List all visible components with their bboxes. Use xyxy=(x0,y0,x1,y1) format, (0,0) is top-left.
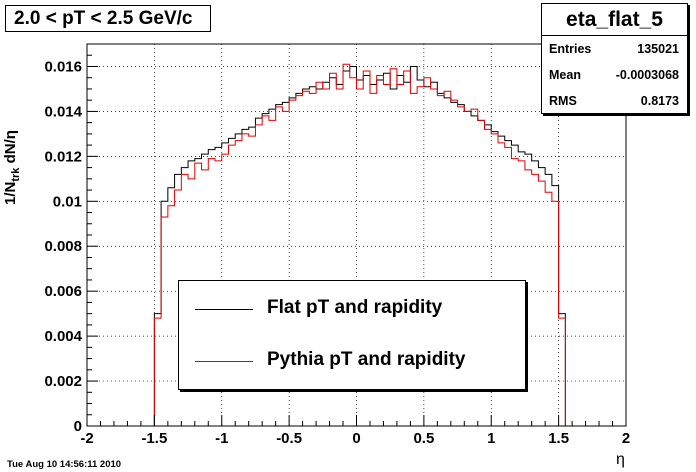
x-tick-label: 2 xyxy=(622,430,630,447)
y-tick-label: 0.006 xyxy=(44,283,82,300)
x-tick-label: -1 xyxy=(215,430,228,447)
series-line-1 xyxy=(153,63,566,426)
x-tick-label: 0 xyxy=(352,430,360,447)
stats-label: RMS xyxy=(549,94,577,108)
stats-row-mean: Mean -0.0003068 xyxy=(542,62,687,88)
timestamp: Tue Aug 10 14:56:11 2010 xyxy=(7,459,122,470)
legend-label: Flat pT and rapidity xyxy=(267,297,443,318)
stats-label: Mean xyxy=(549,68,581,82)
x-tick-label: 0.5 xyxy=(413,430,434,447)
y-tick-label: 0 xyxy=(74,418,82,435)
series-layer xyxy=(153,63,566,426)
y-tick-label: 0.014 xyxy=(44,103,82,120)
y-tick-label: 0.016 xyxy=(44,58,82,75)
legend-swatch xyxy=(195,361,253,362)
x-tick-label: -2 xyxy=(80,430,93,447)
y-tick-label: 0.002 xyxy=(44,373,82,390)
plot-title: 2.0 < pT < 2.5 GeV/c xyxy=(5,5,211,32)
stats-value: -0.0003068 xyxy=(615,68,679,82)
y-tick-label: 0.012 xyxy=(44,148,82,165)
x-tick-label: -1.5 xyxy=(141,430,167,447)
x-axis-label: η xyxy=(616,451,625,468)
y-tick-label: 0.004 xyxy=(44,328,82,345)
x-tick-label: 1.5 xyxy=(548,430,569,447)
legend-swatch xyxy=(195,309,253,310)
legend: Flat pT and rapidity Pythia pT and rapid… xyxy=(178,280,526,390)
legend-entry-pythia: Pythia pT and rapidity xyxy=(179,341,525,381)
histogram-name: eta_flat_5 xyxy=(542,4,687,36)
stats-row-rms: RMS 0.8173 xyxy=(542,88,687,114)
legend-label: Pythia pT and rapidity xyxy=(267,349,466,370)
stats-label: Entries xyxy=(549,42,592,56)
x-tick-label: 1 xyxy=(487,430,495,447)
legend-entry-flat: Flat pT and rapidity xyxy=(179,289,525,329)
stats-value: 0.8173 xyxy=(640,94,679,108)
stats-row-entries: Entries 135021 xyxy=(542,36,687,62)
stats-box: eta_flat_5 Entries 135021 Mean -0.000306… xyxy=(541,3,688,114)
stats-value: 135021 xyxy=(637,42,679,56)
x-tick-label: -0.5 xyxy=(276,430,302,447)
y-tick-label: 0.01 xyxy=(53,193,82,210)
axes-ticks: -2 -1.5 -1 -0.5 0 0.5 1 1.5 2 0 0.002 0.004 0.006 0.0… xyxy=(44,43,630,447)
y-tick-label: 0.008 xyxy=(44,238,82,255)
y-axis-label: 1/Ntrk dN/η xyxy=(2,130,22,205)
